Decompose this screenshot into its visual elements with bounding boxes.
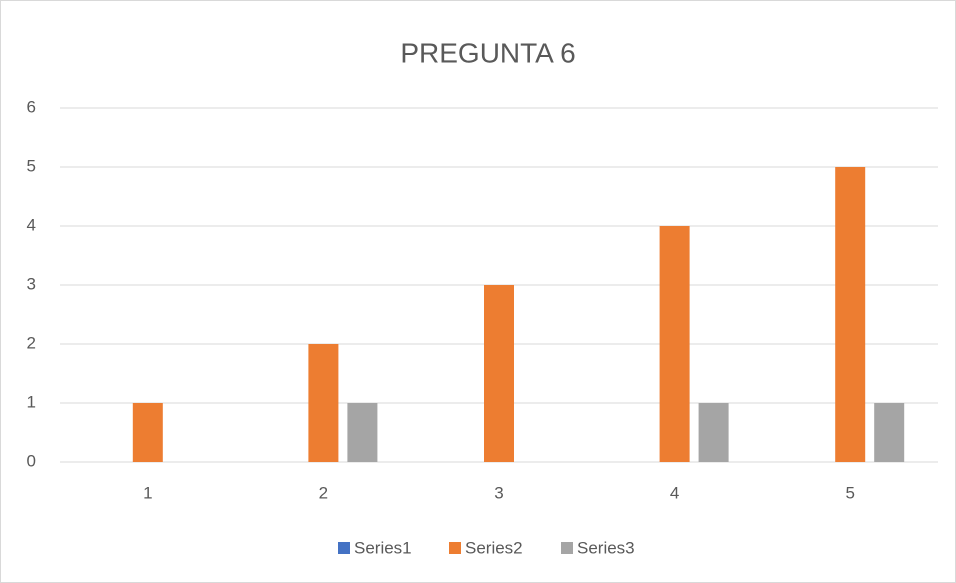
x-tick-label: 3 — [494, 483, 503, 502]
legend-swatch — [449, 542, 461, 554]
x-tick-label: 1 — [143, 483, 152, 502]
y-tick-label: 6 — [27, 97, 36, 116]
bar — [874, 403, 905, 462]
x-tick-label: 5 — [845, 483, 854, 502]
y-tick-label: 1 — [27, 392, 36, 411]
legend-swatch — [338, 542, 350, 554]
bar — [347, 403, 378, 462]
x-tick-label: 2 — [319, 483, 328, 502]
bar — [835, 167, 866, 462]
y-tick-label: 2 — [27, 333, 36, 352]
x-tick-label: 4 — [670, 483, 679, 502]
y-tick-label: 0 — [27, 451, 36, 470]
legend-swatch — [561, 542, 573, 554]
legend-label: Series3 — [577, 538, 635, 557]
bar — [132, 403, 163, 462]
legend-label: Series2 — [465, 538, 523, 557]
y-tick-label: 5 — [27, 156, 36, 175]
y-tick-label: 4 — [27, 215, 36, 234]
bar — [659, 226, 690, 462]
chart-title: PREGUNTA 6 — [400, 37, 575, 68]
bar — [484, 285, 514, 462]
bar — [698, 403, 729, 462]
legend-label: Series1 — [354, 538, 412, 557]
y-tick-label: 3 — [27, 274, 36, 293]
bar — [308, 344, 339, 462]
